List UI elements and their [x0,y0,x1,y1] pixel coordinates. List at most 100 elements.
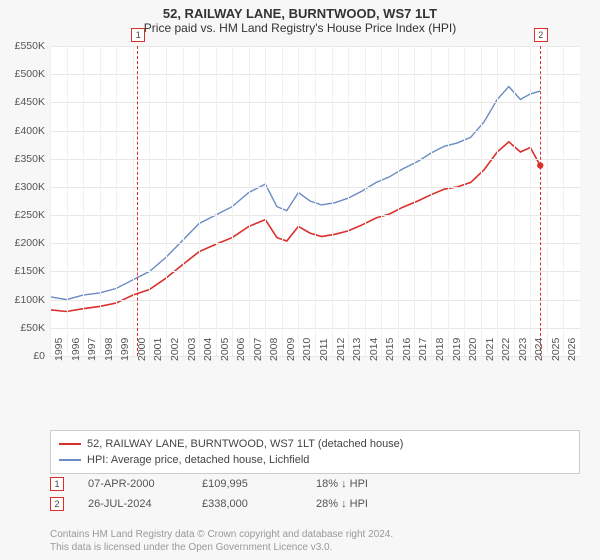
x-axis-label: 2011 [318,338,330,361]
y-axis-label: £500K [1,68,45,80]
legend-label: 52, RAILWAY LANE, BURNTWOOD, WS7 1LT (de… [87,436,403,452]
gridline-v [149,46,150,356]
x-axis-label: 2026 [566,338,578,361]
event-delta: 28% ↓ HPI [316,498,406,510]
event-table: 107-APR-2000£109,99518% ↓ HPI226-JUL-202… [50,474,580,514]
event-marker: 2 [534,28,548,42]
x-axis-label: 1996 [70,338,82,361]
gridline-v [563,46,564,356]
event-marker-inline: 2 [50,497,64,511]
event-date: 07-APR-2000 [88,478,178,490]
gridline-v [100,46,101,356]
legend: 52, RAILWAY LANE, BURNTWOOD, WS7 1LT (de… [50,430,580,474]
event-marker-inline: 1 [50,477,64,491]
gridline-v [282,46,283,356]
x-axis-label: 2023 [517,338,529,361]
x-axis-label: 2024 [533,338,545,361]
gridline-v [315,46,316,356]
footer-line1: Contains HM Land Registry data © Crown c… [50,528,580,541]
x-axis-label: 2014 [368,338,380,361]
gridline-v [431,46,432,356]
event-date: 26-JUL-2024 [88,498,178,510]
chart-subtitle: Price paid vs. HM Land Registry's House … [0,21,600,39]
x-axis-label: 2015 [384,338,396,361]
gridline-v [497,46,498,356]
gridline-v [116,46,117,356]
gridline-v [133,46,134,356]
x-axis-label: 2005 [219,338,231,361]
footer-attribution: Contains HM Land Registry data © Crown c… [50,528,580,554]
x-axis-label: 2004 [202,338,214,361]
y-axis-label: £350K [1,153,45,165]
plot-area: 12 [50,46,580,357]
gridline-v [514,46,515,356]
legend-label: HPI: Average price, detached house, Lich… [87,452,309,468]
gridline-v [365,46,366,356]
footer-line2: This data is licensed under the Open Gov… [50,541,580,554]
x-axis-label: 2020 [467,338,479,361]
y-axis-label: £550K [1,40,45,52]
event-row: 107-APR-2000£109,99518% ↓ HPI [50,474,580,494]
gridline-v [166,46,167,356]
gridline-v [249,46,250,356]
event-row: 2 26-JUL-2024 £338,000 28% ↓ HPI [50,494,580,514]
y-axis-label: £450K [1,96,45,108]
event-marker: 1 [131,28,145,42]
gridline-v [265,46,266,356]
y-axis-label: £400K [1,125,45,137]
x-axis-label: 2010 [301,338,313,361]
x-axis-label: 1998 [103,338,115,361]
x-axis-label: 1999 [119,338,131,361]
y-axis-label: £0 [1,350,45,362]
x-axis-label: 2007 [252,338,264,361]
gridline-v [448,46,449,356]
gridline-v [414,46,415,356]
event-dashline [540,46,541,356]
x-axis-label: 2006 [235,338,247,361]
y-axis-label: £150K [1,265,45,277]
x-axis-label: 2013 [351,338,363,361]
x-axis-label: 1995 [53,338,65,361]
y-axis-label: £200K [1,237,45,249]
x-axis-label: 2017 [417,338,429,361]
legend-row-price: 52, RAILWAY LANE, BURNTWOOD, WS7 1LT (de… [59,436,571,452]
series-hpi [50,87,540,300]
x-axis-label: 2003 [186,338,198,361]
gridline-v [398,46,399,356]
event-dashline [137,46,138,356]
x-axis-label: 2001 [152,338,164,361]
y-axis-label: £50K [1,322,45,334]
gridline-v [547,46,548,356]
x-axis-label: 2002 [169,338,181,361]
y-axis-label: £100K [1,294,45,306]
y-axis-label: £250K [1,209,45,221]
gridline-v [67,46,68,356]
gridline-v [50,46,51,356]
gridline-v [481,46,482,356]
legend-row-hpi: HPI: Average price, detached house, Lich… [59,452,571,468]
gridline-v [381,46,382,356]
x-axis-label: 2012 [335,338,347,361]
event-delta: 18% ↓ HPI [316,478,406,490]
x-axis-label: 2008 [268,338,280,361]
gridline-v [183,46,184,356]
x-axis-label: 2000 [136,338,148,361]
x-axis-label: 2019 [451,338,463,361]
gridline-v [83,46,84,356]
x-axis-label: 2009 [285,338,297,361]
legend-swatch [59,443,81,445]
legend-swatch [59,459,81,461]
gridline-v [530,46,531,356]
x-axis-label: 1997 [86,338,98,361]
x-axis-label: 2022 [500,338,512,361]
series-price [50,142,540,312]
gridline-v [232,46,233,356]
event-price: £338,000 [202,498,292,510]
chart-container: { "title": "52, RAILWAY LANE, BURNTWOOD,… [0,0,600,560]
x-axis-label: 2021 [484,338,496,361]
chart-area: 12 £0£50K£100K£150K£200K£250K£300K£350K£… [50,46,580,386]
gridline-v [199,46,200,356]
gridline-v [464,46,465,356]
gridline-v [332,46,333,356]
x-axis-label: 2018 [434,338,446,361]
